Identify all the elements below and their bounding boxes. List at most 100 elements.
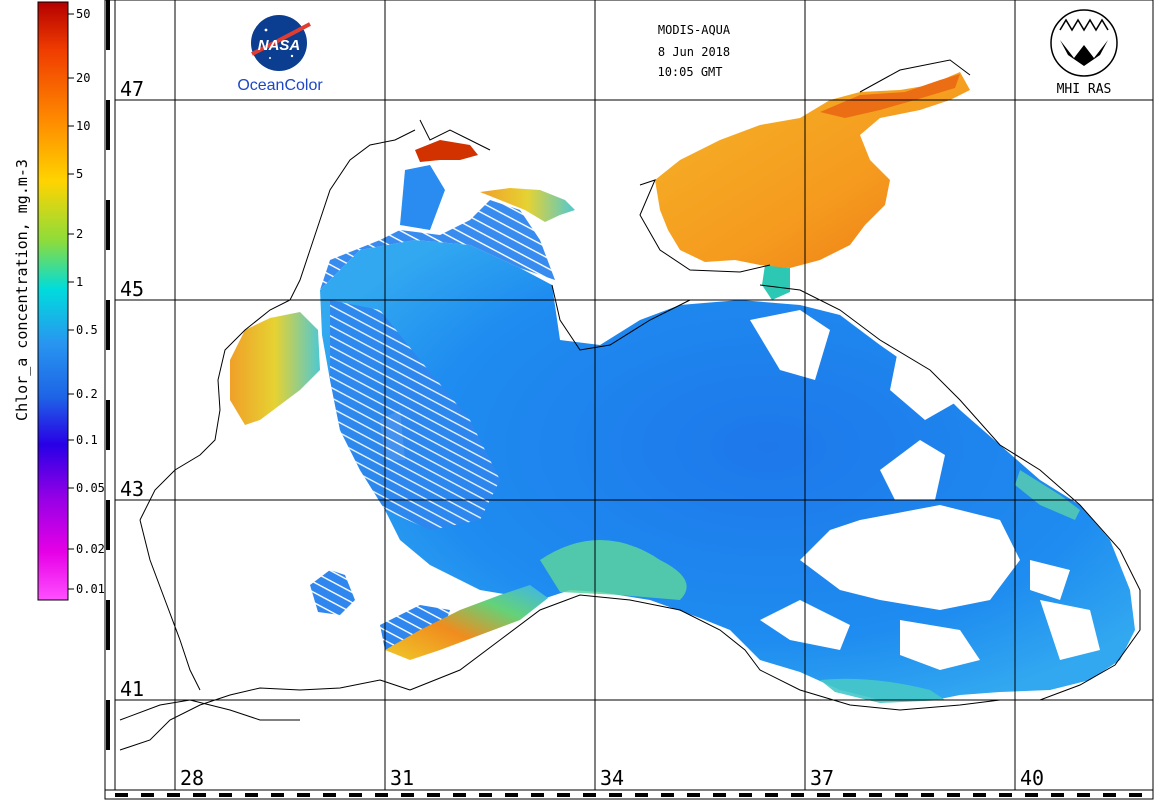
scale-bar-segment [1129, 793, 1142, 797]
lon-label-34: 34 [600, 766, 624, 790]
scale-bar-segment [141, 793, 154, 797]
colorbar-tick-label: 0.05 [76, 481, 105, 495]
mhi-ras-logo: MHI RAS [1050, 9, 1118, 97]
scale-bar-segment [557, 793, 570, 797]
scale-bar-segment [167, 793, 180, 797]
sea-crimea-north-patch [400, 165, 445, 230]
header-sensor: MODIS-AQUA [658, 23, 731, 37]
scale-bar-segment [245, 793, 258, 797]
colorbar-gradient [37, 1, 69, 601]
colorbar-tick-label: 0.01 [76, 582, 105, 596]
scale-bar-segment [193, 793, 206, 797]
colorbar-ticks: 50 20 10 5 2 1 0.5 0.2 0.1 0.05 0.02 0.01 [68, 7, 105, 596]
map-frame [104, 0, 1154, 800]
sea-dnieper-lagoon [480, 188, 575, 222]
lon-label-37: 37 [810, 766, 834, 790]
colorbar-tick-label: 0.5 [76, 323, 98, 337]
scale-bar-segment [1025, 793, 1038, 797]
colorbar-tick-label: 1 [76, 275, 83, 289]
scale-bar-segment [635, 793, 648, 797]
scale-bar-segment [1051, 793, 1064, 797]
scale-bar-segment [115, 793, 128, 797]
scale-bar-segment [739, 793, 752, 797]
scale-bar-segment [401, 793, 414, 797]
scale-bar-segment [479, 793, 492, 797]
scale-bar-segment [661, 793, 674, 797]
mhi-ras-caption: MHI RAS [1057, 82, 1112, 97]
sea-northwest-shelf-swath [320, 200, 555, 290]
colorbar-tick-label: 2 [76, 227, 83, 241]
colorbar-tick-label: 0.02 [76, 542, 105, 556]
scale-bar-segment [765, 793, 778, 797]
colorbar-tick-label: 10 [76, 119, 90, 133]
sea-danube-plume [230, 312, 320, 425]
lat-label-41: 41 [120, 677, 144, 701]
colorbar-title: Chlor_a concentration, mg.m-3 [13, 159, 31, 421]
scale-bar-segment [713, 793, 726, 797]
scale-bar-segment [106, 0, 110, 50]
scale-bar-segment [973, 793, 986, 797]
sea-of-azov-taganrog-bay [820, 74, 960, 118]
scale-bar-segment [817, 793, 830, 797]
header-date: 8 Jun 2018 [658, 45, 730, 59]
colorbar: 50 20 10 5 2 1 0.5 0.2 0.1 0.05 0.02 0.01 Chlor_a c… [13, 1, 105, 601]
scale-bar-segment [323, 793, 336, 797]
colorbar-tick-label: 0.2 [76, 387, 98, 401]
scale-bar-segment [843, 793, 856, 797]
scale-bar-segment [106, 400, 110, 450]
scale-bar-segment [427, 793, 440, 797]
colorbar-tick-label: 50 [76, 7, 90, 21]
scale-bar-segment [1077, 793, 1090, 797]
nasa-wordmark: NASA [258, 37, 301, 54]
image-header: MODIS-AQUA 8 Jun 2018 10:05 GMT [657, 23, 730, 79]
scale-bar-segment [106, 100, 110, 150]
scale-bar-segment [106, 200, 110, 250]
scale-bar-segment [687, 793, 700, 797]
scale-bar-segment [895, 793, 908, 797]
nasa-logo: NASA OceanColor [237, 15, 323, 94]
scale-bar-segment [271, 793, 284, 797]
sea-southeast-coastal-belt [1015, 470, 1080, 520]
sea-of-azov [655, 72, 970, 268]
sea-kerch-plume [762, 265, 790, 300]
scale-bar-segment [106, 300, 110, 350]
sea-western-swath [330, 300, 500, 530]
lat-label-47: 47 [120, 77, 144, 101]
scale-bar-segment [921, 793, 934, 797]
sea-dnieper-red [415, 140, 478, 162]
scale-bar-segment [609, 793, 622, 797]
scale-bar-segment [106, 600, 110, 650]
colorbar-tick-label: 20 [76, 71, 90, 85]
scale-bar-segment [531, 793, 544, 797]
sea-anatolian-coast-plume [385, 585, 548, 660]
lon-label-40: 40 [1020, 766, 1044, 790]
colorbar-tick-label: 0.1 [76, 433, 98, 447]
scale-bar-segment [297, 793, 310, 797]
scale-bar-segment [791, 793, 804, 797]
scale-bar-segment [869, 793, 882, 797]
lon-label-28: 28 [180, 766, 204, 790]
latitude-labels: 47 45 43 41 [120, 77, 144, 701]
scale-bar-segment [219, 793, 232, 797]
graticule [115, 0, 1153, 790]
lon-label-31: 31 [390, 766, 414, 790]
nasa-meatball-icon [251, 15, 307, 71]
mhi-emblem-icon [1050, 9, 1118, 77]
sea-south-shelf [820, 678, 945, 703]
scale-bar-segment [349, 793, 362, 797]
header-time: 10:05 GMT [657, 65, 722, 79]
cloud-gaps [380, 310, 1100, 670]
scale-bar-segment [583, 793, 596, 797]
longitude-labels: 28 31 34 37 40 [180, 766, 1044, 790]
scale-bar-segment [106, 500, 110, 550]
scale-bar-segment [106, 700, 110, 750]
scale-bar-segment [947, 793, 960, 797]
scale-bar-segment [1103, 793, 1116, 797]
lat-label-43: 43 [120, 477, 144, 501]
scale-bar-segment [453, 793, 466, 797]
scale-bar-segment [505, 793, 518, 797]
nasa-oceancolor-caption: OceanColor [237, 77, 323, 94]
scale-bar-segment [375, 793, 388, 797]
lat-label-45: 45 [120, 277, 144, 301]
